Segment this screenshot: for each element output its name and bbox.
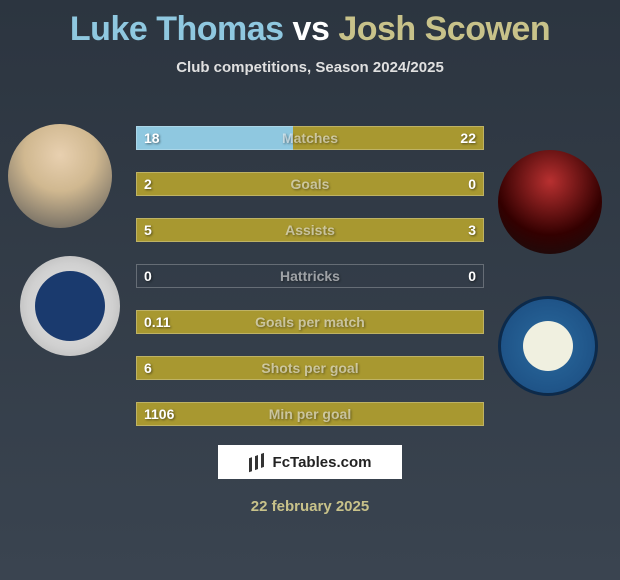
stat-row: Goals20 [136,172,484,198]
stat-row: Hattricks00 [136,264,484,290]
player2-club-badge [498,296,598,396]
brand-logo: FcTables.com [218,445,402,479]
stat-row: Min per goal1106 [136,402,484,428]
page-title: Luke Thomas vs Josh Scowen [0,0,620,49]
stat-value-left: 5 [136,218,160,242]
stat-bar-outline [136,218,484,242]
stat-value-left: 0.11 [136,310,178,334]
brand-text: FcTables.com [273,454,372,471]
stat-row: Assists53 [136,218,484,244]
stat-value-right: 22 [452,126,484,150]
player2-avatar [498,150,602,254]
stat-value-left: 18 [136,126,168,150]
player2-name: Josh Scowen [338,10,550,48]
stat-value-right: 0 [460,264,484,288]
player1-club-badge [20,256,120,356]
stat-bar-outline [136,264,484,288]
player1-name: Luke Thomas [70,10,284,48]
stat-row: Goals per match0.11 [136,310,484,336]
stat-bar-outline [136,126,484,150]
stat-value-left: 0 [136,264,160,288]
stat-row: Matches1822 [136,126,484,152]
player1-avatar [8,124,112,228]
stat-bar-outline [136,172,484,196]
stat-value-left: 6 [136,356,160,380]
stat-value-right: 0 [460,172,484,196]
stat-value-right: 3 [460,218,484,242]
stat-bar-outline [136,402,484,426]
stat-row: Shots per goal6 [136,356,484,382]
stat-bar-outline [136,356,484,380]
stat-bar-outline [136,310,484,334]
comparison-bars: Matches1822Goals20Assists53Hattricks00Go… [136,126,484,448]
footer-date: 22 february 2025 [0,498,620,515]
vs-label: vs [293,10,330,48]
stat-value-left: 2 [136,172,160,196]
stat-value-left: 1106 [136,402,182,426]
brand-bars-icon [249,452,267,473]
subtitle: Club competitions, Season 2024/2025 [0,59,620,76]
